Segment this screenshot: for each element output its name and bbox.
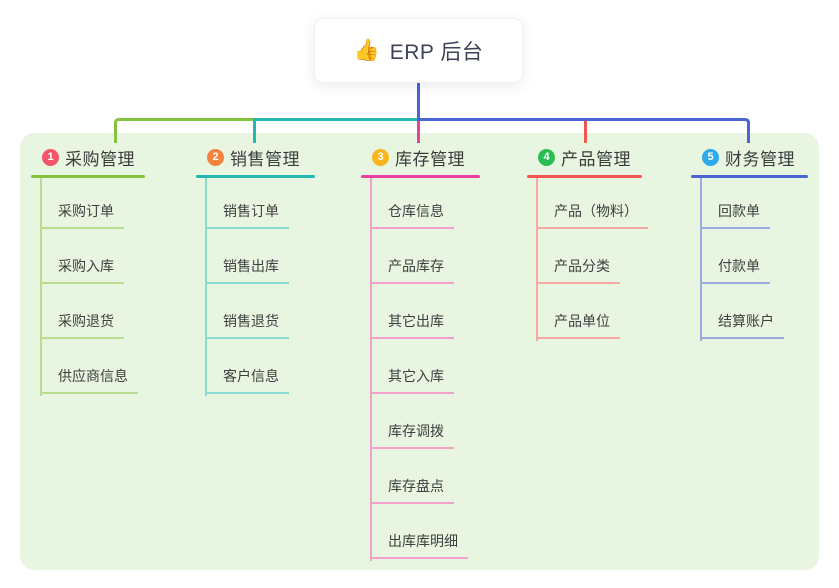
branch-underline (31, 175, 145, 178)
branch-3-child-node[interactable]: 库存盘点 (370, 477, 454, 504)
branch-number-badge: 1 (42, 148, 59, 166)
branch-underline (361, 175, 480, 178)
branch-title: 销售管理 (230, 149, 300, 169)
branch-2-child-node[interactable]: 销售退货 (205, 312, 289, 339)
branch-title: 财务管理 (725, 149, 795, 169)
branch-2-child-node[interactable]: 销售订单 (205, 202, 289, 229)
branch-node[interactable]: 5 财务管理 (702, 147, 795, 169)
branch-5-child-node[interactable]: 回款单 (700, 202, 770, 229)
root-node-erp[interactable]: 👍 ERP 后台 (314, 18, 523, 83)
branch-node[interactable]: 2 销售管理 (207, 147, 300, 169)
branch-number-badge: 4 (538, 148, 555, 166)
branch-2-child-node[interactable]: 销售出库 (205, 257, 289, 284)
branch-child-connector (536, 178, 538, 341)
branch-3-child-node[interactable]: 仓库信息 (370, 202, 454, 229)
branch-3-child-node[interactable]: 出库库明细 (370, 532, 468, 559)
branch-title: 采购管理 (65, 149, 135, 169)
branch-child-connector (700, 178, 702, 341)
branch-3-child-node[interactable]: 产品库存 (370, 257, 454, 284)
branch-title: 库存管理 (395, 149, 465, 169)
branch-5-child-node[interactable]: 付款单 (700, 257, 770, 284)
branch-4-child-node[interactable]: 产品单位 (536, 312, 620, 339)
thumbs-up-icon: 👍 (353, 39, 380, 62)
branch-number-badge: 5 (702, 148, 719, 166)
branches-panel (20, 133, 819, 570)
branch-3-child-node[interactable]: 其它入库 (370, 367, 454, 394)
branch-1-child-node[interactable]: 供应商信息 (40, 367, 138, 394)
branch-4-child-node[interactable]: 产品（物料） (536, 202, 648, 229)
branch-number-badge: 3 (372, 148, 389, 166)
branch-1-child-node[interactable]: 采购退货 (40, 312, 124, 339)
branch-node[interactable]: 1 采购管理 (42, 147, 135, 169)
branch-number-badge: 2 (207, 148, 224, 166)
branch-underline (527, 175, 642, 178)
branch-2-child-node[interactable]: 客户信息 (205, 367, 289, 394)
branch-1-child-node[interactable]: 采购订单 (40, 202, 124, 229)
branch-4-child-node[interactable]: 产品分类 (536, 257, 620, 284)
branch-5-child-node[interactable]: 结算账户 (700, 312, 784, 339)
branch-underline (196, 175, 315, 178)
branch-child-connector (40, 178, 42, 396)
branch-3-child-node[interactable]: 库存调拨 (370, 422, 454, 449)
branch-child-connector (205, 178, 207, 396)
branch-child-connector (370, 178, 372, 561)
branch-underline (691, 175, 808, 178)
branch-1-child-node[interactable]: 采购入库 (40, 257, 124, 284)
root-node-title: ERP 后台 (389, 40, 484, 64)
branch-3-child-node[interactable]: 其它出库 (370, 312, 454, 339)
branch-title: 产品管理 (561, 149, 631, 169)
branch-node[interactable]: 3 库存管理 (372, 147, 465, 169)
branch-node[interactable]: 4 产品管理 (538, 147, 631, 169)
